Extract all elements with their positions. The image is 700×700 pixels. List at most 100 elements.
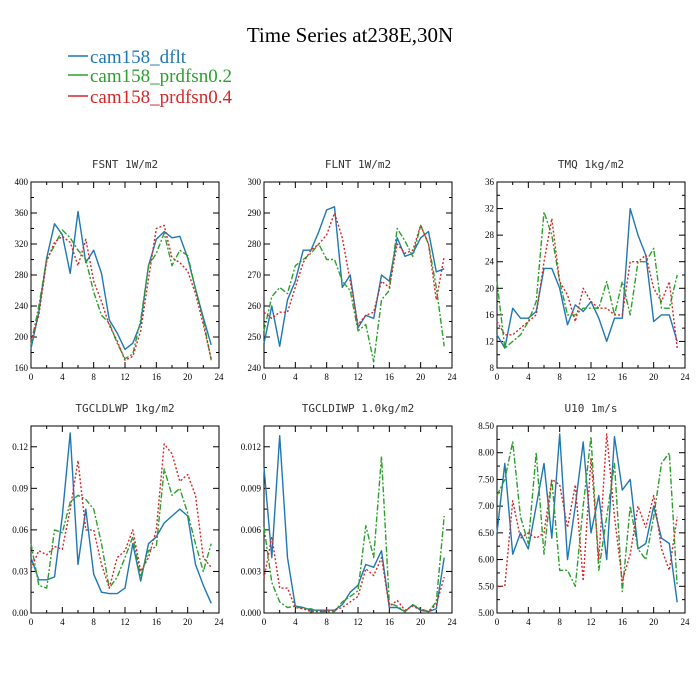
x-tick-label: 4 — [293, 617, 298, 627]
chart-panel-tgcldlwp: TGCLDLWP 1kg/m2 0 4 8 12 16 20 24 0.00 0.03 0.06 0.… — [12, 402, 224, 627]
y-tick-label: 7.50 — [478, 474, 494, 484]
y-tick-label: 200 — [15, 332, 29, 342]
x-tick-label: 12 — [587, 372, 596, 382]
panel-title-tmq: TMQ 1kg/m2 — [558, 158, 624, 171]
y-tick-label: 32 — [485, 204, 494, 214]
y-tick-label: 360 — [15, 208, 29, 218]
panel-title-tgcldiwp: TGCLDIWP 1.0kg/m2 — [302, 402, 415, 415]
x-tick-label: 4 — [526, 372, 531, 382]
y-tick-label: 8.00 — [478, 448, 494, 458]
x-tick-label: 12 — [121, 617, 130, 627]
x-tick-label: 20 — [183, 617, 193, 627]
y-tick-label: 0.09 — [12, 483, 28, 493]
x-tick-label: 4 — [60, 617, 65, 627]
x-tick-label: 4 — [60, 372, 65, 382]
y-tick-label: 36 — [485, 177, 495, 187]
x-tick-label: 24 — [681, 617, 691, 627]
series-line-cam158-dflt — [496, 433, 678, 603]
series-line-cam158-prdfsn0.2 — [263, 455, 445, 613]
x-tick-label: 24 — [681, 372, 691, 382]
series-line-cam158-prdfsn0.4 — [30, 443, 212, 589]
y-tick-label: 8.50 — [478, 421, 494, 431]
y-tick-label: 0.012 — [241, 442, 261, 452]
y-tick-label: 6.00 — [478, 555, 494, 565]
series-line-cam158-prdfsn0.2 — [263, 224, 445, 363]
y-tick-label: 8 — [490, 363, 495, 373]
series-line-cam158-prdfsn0.4 — [496, 217, 678, 349]
series-line-cam158-prdfsn0.4 — [497, 433, 678, 587]
y-tick-label: 270 — [248, 270, 262, 280]
panel-title-u10: U10 1m/s — [565, 402, 618, 415]
x-tick-label: 12 — [121, 372, 130, 382]
y-tick-label: 0.006 — [241, 525, 262, 535]
chart-panel-tgcldiwp: TGCLDIWP 1.0kg/m2 0 4 8 12 16 20 24 0.000 0.003 0.… — [241, 402, 457, 627]
y-tick-label: 28 — [485, 230, 495, 240]
x-tick-label: 4 — [293, 372, 298, 382]
series-line-cam158-dflt — [263, 206, 445, 347]
y-tick-label: 16 — [485, 310, 495, 320]
x-tick-label: 0 — [29, 372, 34, 382]
x-tick-label: 8 — [91, 617, 96, 627]
y-tick-label: 290 — [248, 208, 262, 218]
chart-panel-u10: U10 1m/s 0 4 8 12 16 20 24 5.00 5.50 6.00 6.50 7.00 7… — [478, 402, 690, 627]
legend-label-prdfsn0.4: cam158_prdfsn0.4 — [90, 87, 232, 108]
x-tick-label: 20 — [183, 372, 193, 382]
series-line-cam158-dflt — [30, 432, 212, 604]
x-tick-label: 16 — [618, 617, 628, 627]
x-tick-label: 20 — [416, 372, 426, 382]
x-tick-label: 20 — [649, 617, 659, 627]
x-tick-label: 0 — [262, 372, 267, 382]
x-tick-label: 12 — [354, 617, 363, 627]
y-tick-label: 5.50 — [478, 581, 494, 591]
x-tick-label: 8 — [91, 372, 96, 382]
chart-panel-flnt: FLNT 1W/m2 0 4 8 12 16 20 24 240 250 260 270 280 290 3… — [248, 158, 458, 382]
x-tick-label: 24 — [448, 617, 458, 627]
chart-panels: FSNT 1W/m20 4 8 12 16 20 241602002402803203604… — [12, 158, 690, 627]
panel-title-fsnt: FSNT 1W/m2 — [92, 158, 158, 171]
x-tick-label: 8 — [557, 617, 562, 627]
series-line-cam158-prdfsn0.2 — [30, 468, 212, 589]
x-tick-label: 8 — [324, 372, 329, 382]
x-tick-label: 0 — [29, 617, 34, 627]
series-line-cam158-prdfsn0.4 — [30, 224, 212, 361]
y-tick-label: 280 — [15, 270, 29, 280]
x-tick-label: 0 — [495, 372, 500, 382]
x-tick-label: 0 — [495, 617, 500, 627]
y-tick-label: 6.50 — [478, 528, 494, 538]
y-tick-label: 5.00 — [478, 608, 494, 618]
legend-label-dflt: cam158_dflt — [90, 47, 187, 68]
series-line-cam158-dflt — [263, 435, 445, 613]
legend-item-prdfsn0.2: cam158_prdfsn0.2 — [68, 66, 232, 87]
x-tick-label: 12 — [587, 617, 596, 627]
series-line-cam158-prdfsn0.2 — [496, 436, 678, 593]
y-tick-label: 250 — [248, 332, 262, 342]
panel-title-tgcldlwp: TGCLDLWP 1kg/m2 — [75, 402, 174, 415]
legend: cam158_dflt cam158_prdfsn0.2 cam158_prdf… — [68, 47, 232, 108]
y-tick-label: 0.12 — [12, 442, 28, 452]
x-tick-label: 0 — [262, 617, 267, 627]
legend-item-dflt: cam158_dflt — [68, 47, 187, 68]
y-tick-label: 20 — [485, 283, 495, 293]
y-tick-label: 0.00 — [12, 608, 28, 618]
y-tick-label: 240 — [15, 301, 29, 311]
y-tick-label: 24 — [485, 257, 495, 267]
plot-frame — [30, 181, 220, 369]
y-tick-label: 7.00 — [478, 501, 494, 511]
panel-title-flnt: FLNT 1W/m2 — [325, 158, 391, 171]
x-tick-label: 16 — [152, 372, 162, 382]
series-line-cam158-dflt — [496, 207, 678, 349]
legend-item-prdfsn0.4: cam158_prdfsn0.4 — [68, 87, 232, 108]
figure-title: Time Series at238E,30N — [247, 23, 453, 47]
x-tick-label: 4 — [526, 617, 531, 627]
series-line-cam158-prdfsn0.4 — [263, 212, 445, 326]
series-line-cam158-dflt — [30, 210, 212, 351]
chart-panel-fsnt: FSNT 1W/m2 0 4 8 12 16 20 24 160 200 240 280 320 360 4… — [15, 158, 225, 382]
y-tick-label: 0.003 — [241, 566, 262, 576]
y-tick-label: 320 — [15, 239, 29, 249]
x-tick-label: 24 — [448, 372, 458, 382]
x-tick-label: 16 — [385, 372, 395, 382]
y-tick-label: 0.009 — [241, 483, 262, 493]
x-tick-label: 16 — [385, 617, 395, 627]
y-tick-label: 300 — [248, 177, 262, 187]
